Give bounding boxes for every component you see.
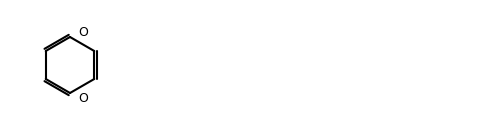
Text: O: O xyxy=(78,92,88,104)
Text: O: O xyxy=(78,25,88,38)
